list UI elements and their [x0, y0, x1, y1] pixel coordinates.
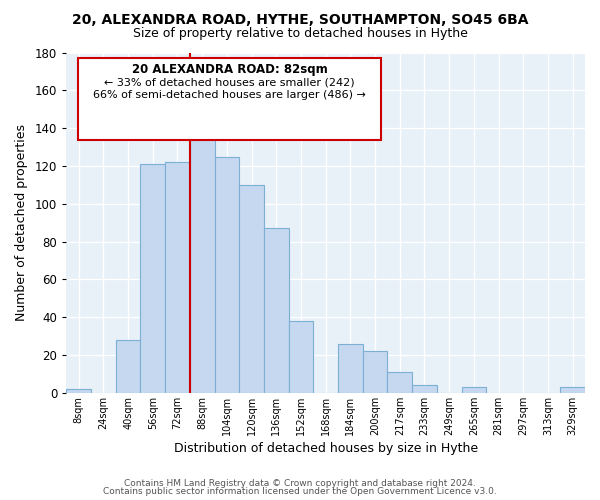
Bar: [461, 387, 486, 393]
Text: Contains public sector information licensed under the Open Government Licence v3: Contains public sector information licen…: [103, 487, 497, 496]
Bar: [116, 340, 140, 393]
Text: Contains HM Land Registry data © Crown copyright and database right 2024.: Contains HM Land Registry data © Crown c…: [124, 478, 476, 488]
Text: 66% of semi-detached houses are larger (486) →: 66% of semi-detached houses are larger (…: [93, 90, 366, 100]
Bar: [239, 185, 264, 393]
Bar: [289, 321, 313, 393]
Bar: [215, 156, 239, 393]
Y-axis label: Number of detached properties: Number of detached properties: [15, 124, 28, 321]
Bar: [67, 389, 91, 393]
X-axis label: Distribution of detached houses by size in Hythe: Distribution of detached houses by size …: [173, 442, 478, 455]
Bar: [165, 162, 190, 393]
Bar: [140, 164, 165, 393]
Bar: [190, 120, 215, 393]
Text: 20, ALEXANDRA ROAD, HYTHE, SOUTHAMPTON, SO45 6BA: 20, ALEXANDRA ROAD, HYTHE, SOUTHAMPTON, …: [72, 12, 528, 26]
Text: ← 33% of detached houses are smaller (242): ← 33% of detached houses are smaller (24…: [104, 78, 355, 88]
Text: Size of property relative to detached houses in Hythe: Size of property relative to detached ho…: [133, 28, 467, 40]
Bar: [264, 228, 289, 393]
Bar: [363, 352, 388, 393]
Bar: [412, 386, 437, 393]
Text: 20 ALEXANDRA ROAD: 82sqm: 20 ALEXANDRA ROAD: 82sqm: [131, 64, 328, 76]
Bar: [338, 344, 363, 393]
Bar: [560, 387, 585, 393]
Bar: [388, 372, 412, 393]
